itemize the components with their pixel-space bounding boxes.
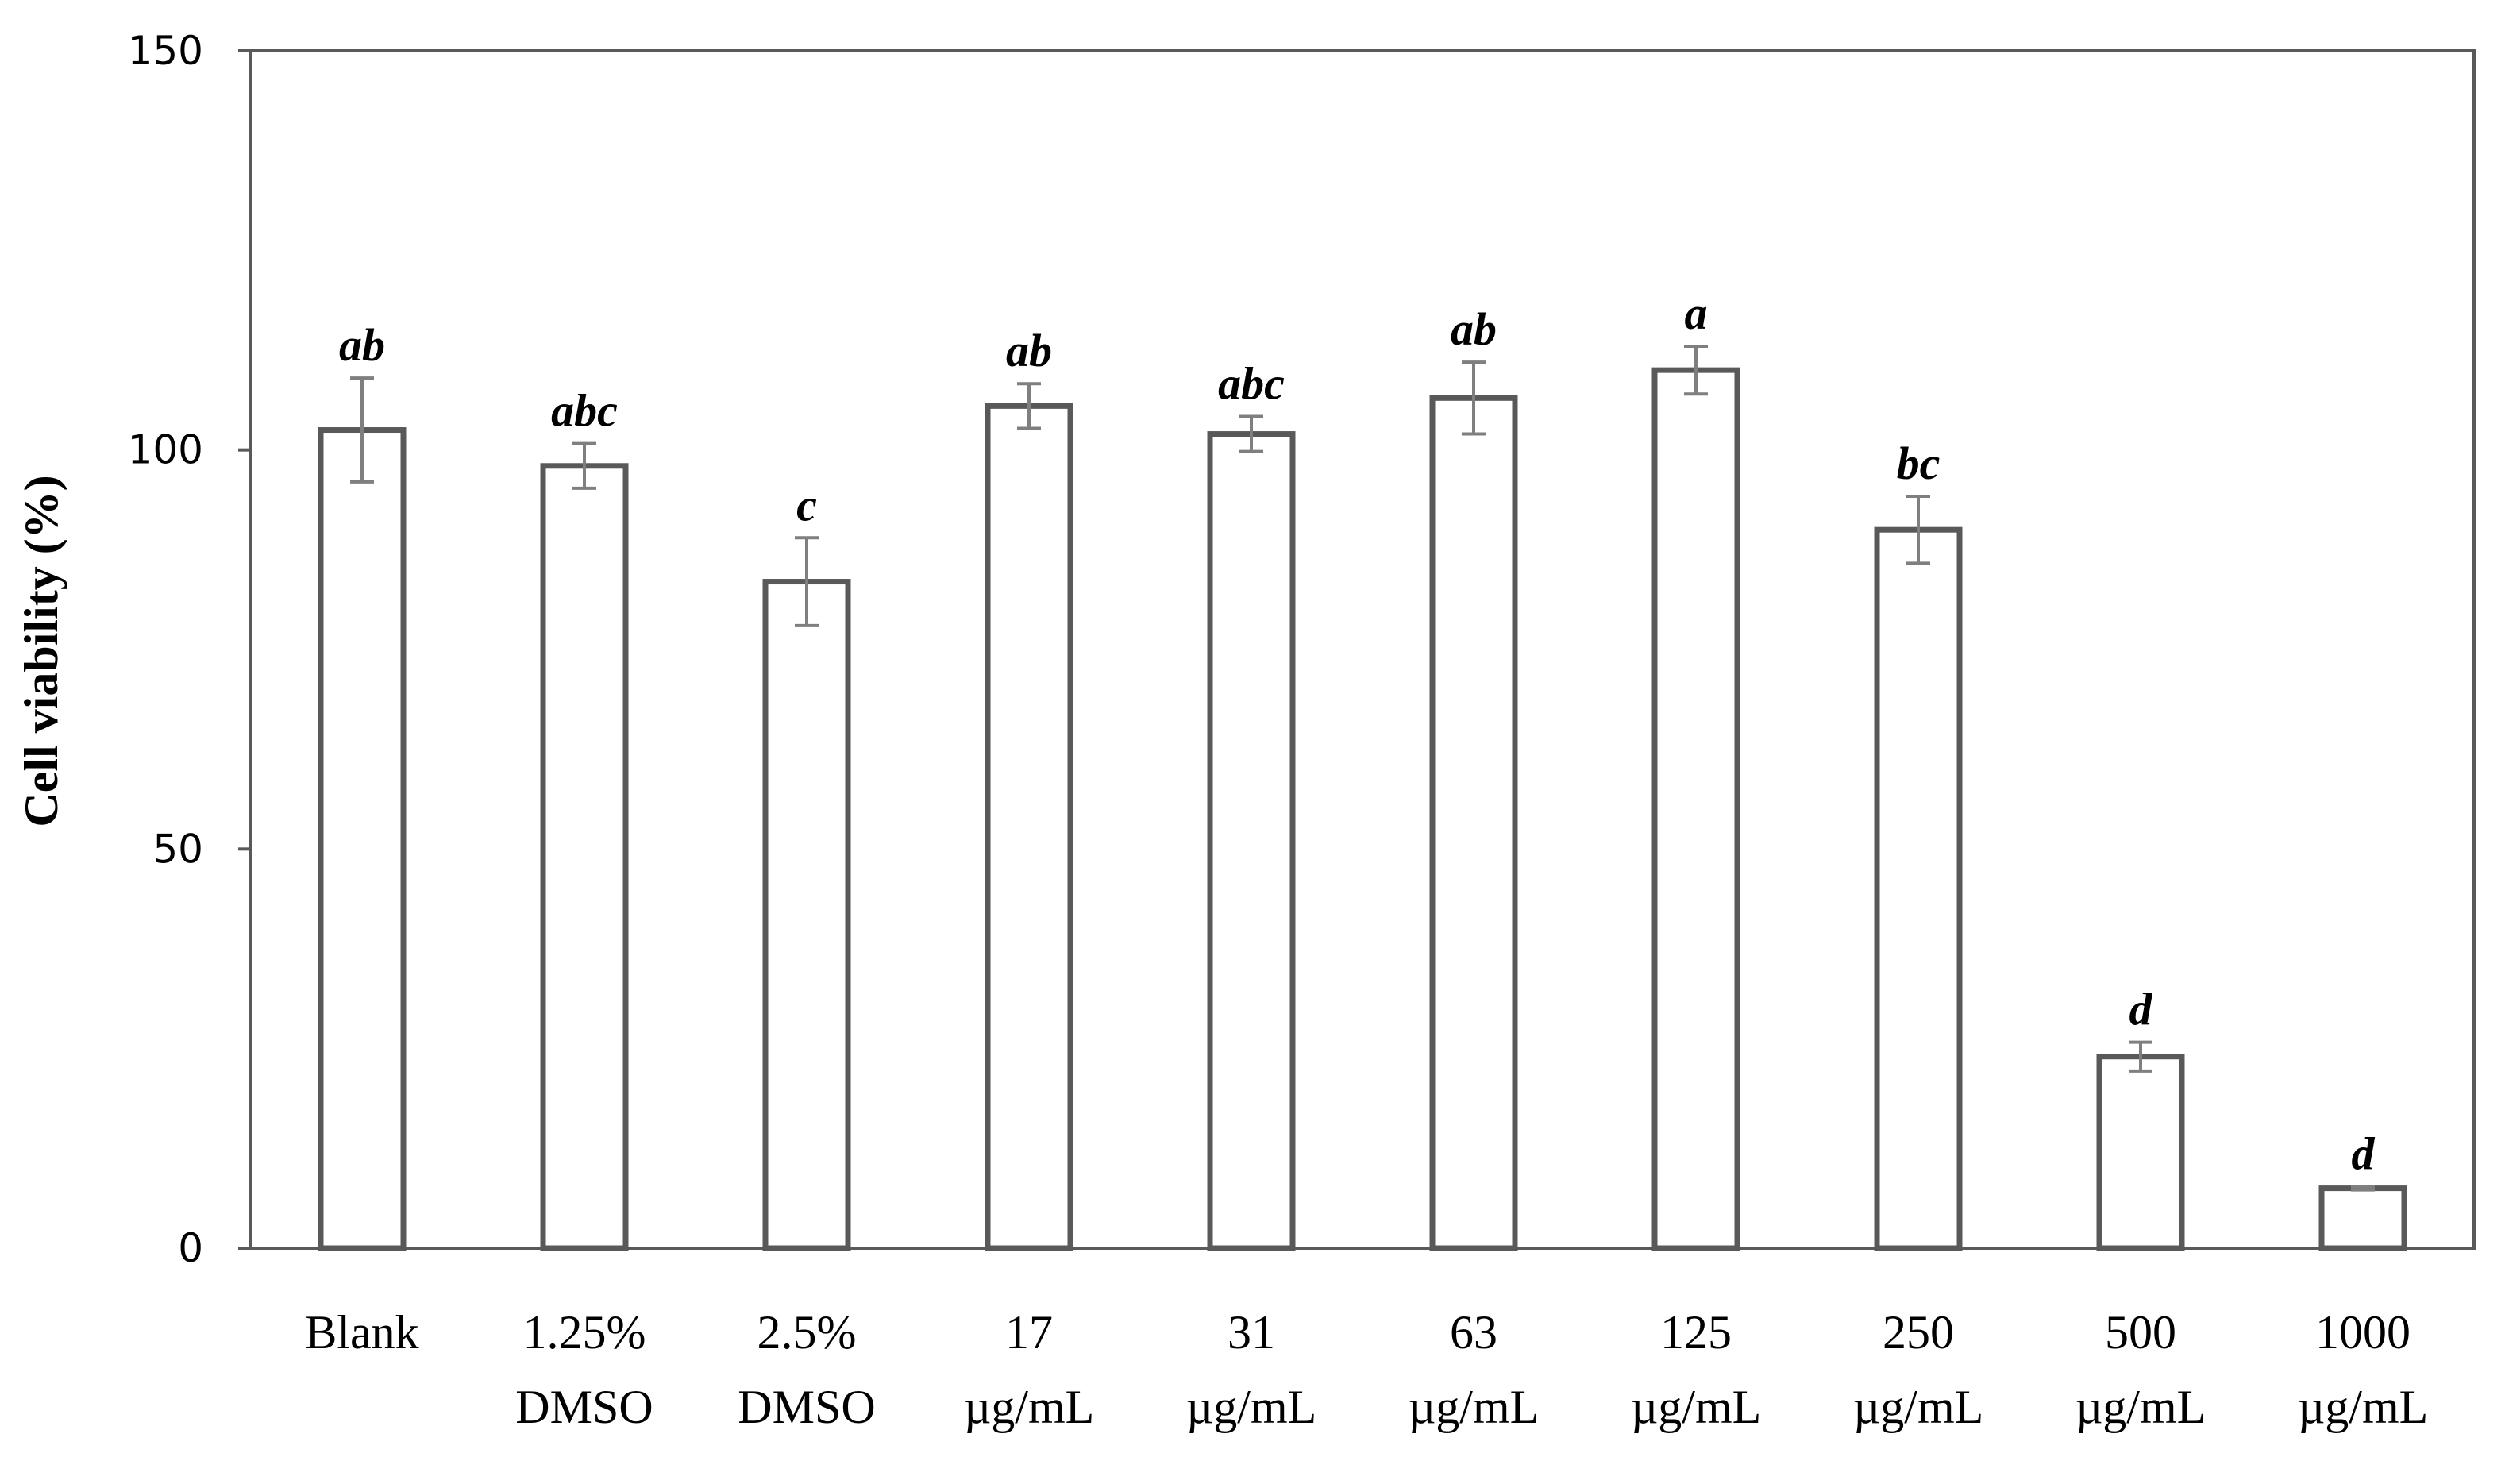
- error-bar: [1906, 494, 1930, 565]
- axes: [238, 49, 2476, 1250]
- significance-label: ab: [1006, 325, 1052, 376]
- error-bar: [1462, 360, 1486, 436]
- x-tick-label: 31: [1228, 1306, 1275, 1359]
- x-tick-label: µg/mL: [964, 1381, 1095, 1433]
- bar: [2318, 1185, 2407, 1251]
- error-bar: [350, 376, 374, 484]
- plot-frame: [249, 49, 2476, 1250]
- x-tick-label: 1000: [2315, 1306, 2411, 1359]
- error-bar: [2129, 1040, 2152, 1073]
- significance-label: ab: [1451, 303, 1497, 355]
- labels: 050100150abBlankabc1.25%DMSOc2.5%DMSOab1…: [128, 28, 2429, 1433]
- y-axis-title: Cell viability (%): [15, 475, 67, 827]
- error-bar: [1684, 344, 1708, 396]
- bar: [1207, 431, 1296, 1251]
- significance-label: abc: [1218, 357, 1285, 409]
- bar: [1651, 367, 1740, 1251]
- y-tick-label: 150: [128, 28, 203, 74]
- bar: [1874, 526, 1963, 1251]
- significance-label: abc: [551, 385, 618, 437]
- x-tick-label: 1.25%: [523, 1306, 646, 1359]
- error-bars: [350, 344, 2375, 1192]
- significance-label: d: [2352, 1128, 2376, 1180]
- x-tick-label: µg/mL: [1631, 1381, 1762, 1433]
- error-bar: [795, 536, 819, 627]
- x-tick-label: 250: [1883, 1306, 1954, 1359]
- x-tick-label: 125: [1660, 1306, 1732, 1359]
- x-tick-label: 17: [1005, 1306, 1053, 1359]
- x-tick-label: 2.5%: [757, 1306, 857, 1359]
- bars: [318, 367, 2407, 1251]
- significance-label: a: [1685, 287, 1708, 339]
- x-tick-label: µg/mL: [1853, 1381, 1984, 1433]
- x-tick-label: Blank: [305, 1306, 418, 1359]
- significance-label: ab: [339, 319, 385, 371]
- y-tick-label: 50: [152, 826, 203, 872]
- x-tick-label: DMSO: [515, 1381, 653, 1433]
- error-bar: [1017, 382, 1041, 430]
- significance-label: c: [796, 479, 817, 530]
- bar: [762, 579, 851, 1251]
- x-tick-label: µg/mL: [2298, 1381, 2429, 1433]
- bar: [1429, 395, 1518, 1251]
- bar: [2096, 1054, 2185, 1251]
- x-tick-label: µg/mL: [2075, 1381, 2206, 1433]
- error-bar: [1239, 414, 1263, 453]
- y-tick-label: 0: [178, 1225, 203, 1271]
- x-tick-label: 500: [2105, 1306, 2176, 1359]
- bar: [318, 427, 407, 1251]
- x-tick-label: 63: [1450, 1306, 1497, 1359]
- significance-label: bc: [1897, 437, 1941, 489]
- y-tick-label: 100: [128, 427, 203, 473]
- bar: [540, 463, 629, 1251]
- x-tick-label: µg/mL: [1186, 1381, 1317, 1433]
- error-bar: [572, 441, 596, 490]
- x-tick-label: DMSO: [738, 1381, 875, 1433]
- error-bar: [2351, 1185, 2375, 1192]
- bar: [985, 403, 1073, 1251]
- significance-label: d: [2129, 984, 2153, 1035]
- x-tick-label: µg/mL: [1409, 1381, 1540, 1433]
